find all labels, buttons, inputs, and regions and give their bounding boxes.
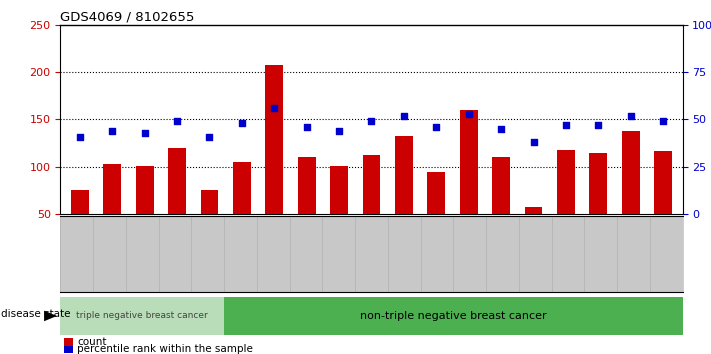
Point [431,124,442,130]
Bar [103,164,121,262]
Point [333,128,345,134]
Point [171,119,183,124]
Point [139,130,150,136]
Bar [330,166,348,262]
Point [625,113,636,119]
Bar [427,172,445,262]
Text: triple negative breast cancer: triple negative breast cancer [76,312,208,320]
Text: percentile rank within the sample: percentile rank within the sample [77,344,253,354]
Bar [654,151,672,262]
Point [560,122,572,128]
Point [593,122,604,128]
Point [74,134,85,139]
Bar [395,136,413,262]
Text: disease state: disease state [1,309,71,319]
Bar [201,190,218,262]
Bar [298,157,316,262]
Point [301,124,312,130]
Point [528,139,539,145]
Bar [233,162,251,262]
Point [463,111,474,116]
Point [269,105,280,111]
Bar [71,190,89,262]
Bar [622,131,640,262]
Text: non-triple negative breast cancer: non-triple negative breast cancer [360,311,547,321]
Point [204,134,215,139]
Point [365,119,377,124]
Bar [169,148,186,262]
Bar [492,157,510,262]
Bar [136,166,154,262]
Point [496,126,507,132]
Text: GDS4069 / 8102655: GDS4069 / 8102655 [60,11,195,24]
Bar [557,150,574,262]
Point [107,128,118,134]
Bar [460,110,478,262]
Bar [363,154,380,262]
Text: count: count [77,337,107,347]
Bar [589,153,607,262]
Point [236,120,247,126]
Bar [525,207,542,262]
Point [658,119,669,124]
Bar [265,64,283,262]
Point [398,113,410,119]
